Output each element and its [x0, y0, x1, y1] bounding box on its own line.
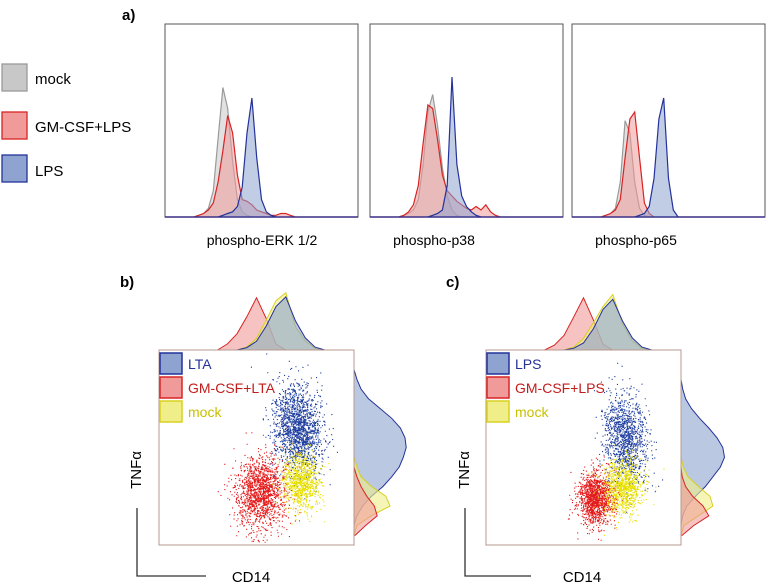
legend-a-swatch-mock [1, 63, 28, 92]
flow-plot-lta: LTA GM-CSF+LTA mock [158, 291, 407, 546]
histogram-phospho-erk [164, 23, 359, 218]
flow-legend-swatch [486, 352, 510, 375]
legend-a-label-mock: mock [35, 71, 71, 88]
flow-legend-swatch [159, 352, 183, 375]
scatter-cluster-lps [593, 362, 664, 513]
legend-a-swatch-gmcsf-lps [1, 111, 28, 140]
scatter-frame [485, 349, 682, 546]
xlabel-phospho-p38: phospho-p38 [393, 232, 475, 248]
legend-a-swatch-lps [1, 154, 28, 183]
legend-a: mock GM-CSF+LPS LPS [1, 63, 131, 183]
xlabel-c: CD14 [563, 569, 601, 586]
flow-legend-label: GM-CSF+LPS [515, 380, 605, 396]
flow-legend-swatch [159, 376, 183, 399]
flow-legend-swatch [159, 400, 183, 423]
histogram-frame [369, 23, 564, 218]
ylabel-b: TNFα [128, 451, 145, 489]
scatter-cluster-lta [250, 353, 338, 500]
axis-corner-b [136, 508, 206, 577]
histogram-phospho-p65 [571, 23, 766, 218]
flow-plot-lps: LPS GM-CSF+LPS mock [485, 293, 726, 546]
scatter-cluster-mock [588, 444, 665, 536]
axis-indicator-c: TNFα CD14 [456, 451, 601, 586]
scatter-points [593, 362, 664, 513]
flow-legend-label: GM-CSF+LTA [188, 380, 276, 396]
scatter-points [272, 433, 331, 525]
histogram-series-lps [370, 76, 563, 218]
flow-legend-label: LPS [515, 356, 541, 372]
scatter-points [217, 427, 308, 543]
scatter-frame [158, 349, 355, 546]
histogram-series-lps [572, 97, 765, 218]
histogram-frame [164, 23, 359, 218]
flow-legend-label: mock [515, 404, 549, 420]
flow-legend-label: LTA [188, 356, 212, 372]
legend-a-label-gmcsf-lps: GM-CSF+LPS [35, 119, 131, 136]
histogram-phospho-p38 [369, 23, 564, 218]
flow-legend-swatch [486, 376, 510, 399]
xlabel-phospho-erk: phospho-ERK 1/2 [207, 232, 318, 248]
flow-legend-label: mock [188, 404, 222, 420]
panel-label-a: a) [122, 7, 135, 24]
axis-corner-c [464, 508, 531, 577]
panel-label-b: b) [120, 274, 134, 291]
scatter-points [588, 444, 665, 536]
legend-a-label-lps: LPS [35, 163, 63, 180]
flow-legend-swatch [486, 400, 510, 423]
panel-label-c: c) [446, 274, 459, 291]
scatter-cluster-gm-csf-lta [217, 427, 308, 543]
xlabel-phospho-p65: phospho-p65 [595, 232, 677, 248]
scatter-points [250, 353, 338, 500]
axis-indicator-b: TNFα CD14 [128, 451, 270, 586]
xlabel-b: CD14 [232, 569, 270, 586]
scatter-cluster-mock [272, 433, 331, 525]
histogram-series-lps [165, 97, 358, 218]
ylabel-c: TNFα [456, 451, 473, 489]
